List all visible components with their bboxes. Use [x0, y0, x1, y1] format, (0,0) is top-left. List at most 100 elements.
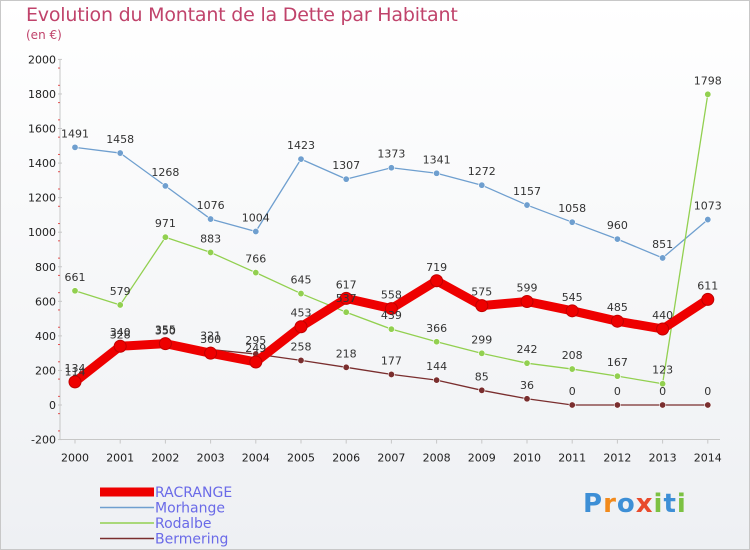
data-label-rodalbe: 167	[607, 356, 628, 369]
y-tick-label: 1000	[28, 226, 56, 239]
data-label-racrange: 249	[245, 342, 266, 355]
x-tick-label: 2001	[106, 452, 134, 465]
data-label-morhange: 1268	[151, 166, 179, 179]
x-tick-label: 2003	[197, 452, 225, 465]
data-label-bermering: 350	[155, 325, 176, 338]
data-point-racrange	[68, 375, 82, 389]
data-point-morhange	[704, 216, 712, 224]
data-point-racrange	[249, 355, 263, 369]
legend-label-rodalbe: Rodalbe	[155, 516, 212, 532]
data-point-rodalbe	[613, 372, 621, 380]
data-point-rodalbe	[568, 365, 576, 373]
x-tick-label: 2008	[423, 452, 451, 465]
data-point-bermering	[704, 401, 712, 409]
x-tick-label: 2007	[377, 452, 405, 465]
data-point-rodalbe	[161, 233, 169, 241]
x-tick-label: 2014	[694, 452, 722, 465]
data-point-bermering	[297, 356, 305, 364]
data-label-rodalbe: 971	[155, 217, 176, 230]
x-tick-label: 2002	[151, 452, 179, 465]
data-point-bermering	[342, 363, 350, 371]
data-point-morhange	[297, 155, 305, 163]
data-point-morhange	[523, 201, 531, 209]
data-label-bermering: 85	[475, 370, 489, 383]
data-label-bermering: 258	[291, 340, 312, 353]
data-label-bermering: 0	[569, 385, 576, 398]
data-label-bermering: 0	[659, 385, 666, 398]
legend-label-racrange: RACRANGE	[155, 485, 232, 501]
data-point-racrange	[430, 274, 444, 288]
data-label-morhange: 851	[652, 238, 673, 251]
data-point-racrange	[701, 292, 715, 306]
data-point-rodalbe	[342, 308, 350, 316]
data-label-bermering: 114	[65, 365, 86, 378]
x-tick-label: 2012	[603, 452, 631, 465]
data-label-rodalbe: 208	[562, 349, 583, 362]
data-label-bermering: 0	[614, 385, 621, 398]
data-label-racrange: 611	[697, 279, 718, 292]
data-point-bermering	[523, 395, 531, 403]
data-point-morhange	[568, 218, 576, 226]
logo-letter: t	[663, 489, 677, 519]
y-tick-label: -200	[31, 434, 56, 447]
logo-letter: x	[635, 489, 654, 519]
data-point-racrange	[339, 291, 353, 305]
x-tick-label: 2010	[513, 452, 541, 465]
data-label-racrange: 545	[562, 291, 583, 304]
data-point-racrange	[475, 299, 489, 313]
data-point-morhange	[252, 228, 260, 236]
data-label-rodalbe: 123	[652, 364, 673, 377]
data-label-racrange: 300	[200, 333, 221, 346]
data-label-bermering: 328	[110, 328, 131, 341]
x-tick-label: 2011	[558, 452, 586, 465]
data-point-morhange	[659, 254, 667, 262]
x-tick-label: 2013	[649, 452, 677, 465]
chart-title: Evolution du Montant de la Dette par Hab…	[26, 4, 458, 26]
x-tick-label: 2009	[468, 452, 496, 465]
data-point-bermering	[387, 370, 395, 378]
data-point-morhange	[207, 215, 215, 223]
data-label-rodalbe: 366	[426, 322, 447, 335]
data-point-morhange	[116, 149, 124, 157]
data-point-rodalbe	[478, 349, 486, 357]
data-label-morhange: 960	[607, 219, 628, 232]
data-label-morhange: 1058	[558, 202, 586, 215]
legend-label-morhange: Morhange	[155, 501, 225, 517]
y-tick-label: 1600	[28, 123, 56, 136]
data-point-racrange	[384, 302, 398, 316]
logo-letter: P	[583, 489, 604, 519]
data-point-bermering	[478, 386, 486, 394]
y-tick-label: 600	[35, 295, 56, 308]
data-point-morhange	[342, 175, 350, 183]
data-point-bermering	[659, 401, 667, 409]
y-tick-label: 800	[35, 261, 56, 274]
data-point-rodalbe	[297, 290, 305, 298]
data-label-bermering: 295	[245, 334, 266, 347]
data-label-racrange: 440	[652, 309, 673, 322]
data-point-morhange	[478, 181, 486, 189]
data-point-racrange	[113, 339, 127, 353]
data-point-morhange	[161, 182, 169, 190]
data-label-racrange: 558	[381, 289, 402, 302]
data-label-rodalbe: 661	[65, 271, 86, 284]
x-tick-label: 2004	[242, 452, 270, 465]
data-label-rodalbe: 537	[336, 292, 357, 305]
data-label-racrange: 355	[155, 324, 176, 337]
y-tick-label: 0	[49, 399, 56, 412]
data-point-rodalbe	[387, 325, 395, 333]
data-point-bermering	[613, 401, 621, 409]
y-tick-label: 1200	[28, 192, 56, 205]
data-point-racrange	[294, 320, 308, 334]
data-point-morhange	[433, 169, 441, 177]
y-tick-label: 400	[35, 330, 56, 343]
data-label-morhange: 1373	[377, 148, 405, 161]
data-point-racrange	[610, 314, 624, 328]
data-point-rodalbe	[659, 380, 667, 388]
data-point-racrange	[656, 322, 670, 336]
data-label-bermering: 177	[381, 354, 402, 367]
x-tick-label: 2005	[287, 452, 315, 465]
data-label-morhange: 1423	[287, 139, 315, 152]
y-tick-label: 1800	[28, 88, 56, 101]
